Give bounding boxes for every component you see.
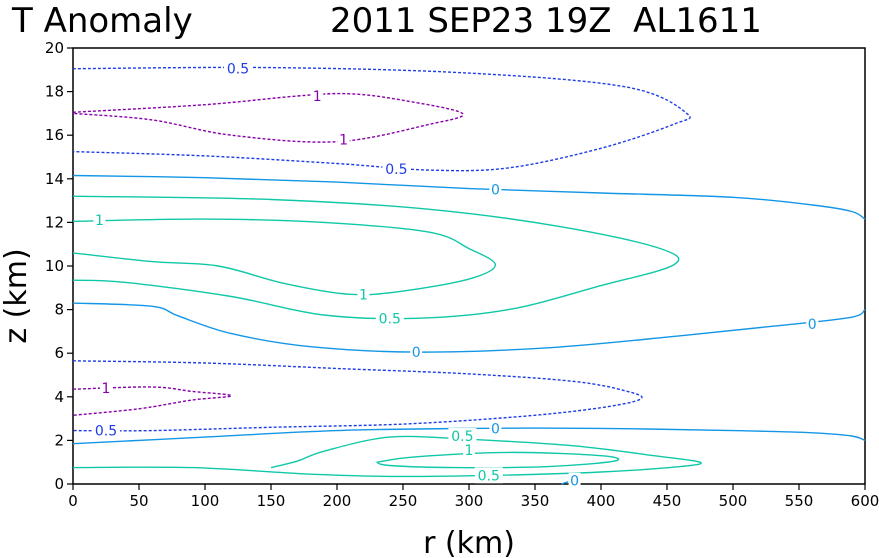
x-tick-label: 400 — [587, 492, 616, 510]
x-tick-label: 450 — [653, 492, 682, 510]
x-tick-label: 0 — [68, 492, 78, 510]
contour-label: 0.5 — [379, 311, 401, 327]
y-tick-label: 10 — [45, 257, 64, 275]
x-tick-label: 50 — [129, 492, 148, 510]
contour-label-bg — [357, 286, 370, 303]
x-tick-label: 300 — [455, 492, 484, 510]
contour-label: 0.5 — [385, 162, 407, 178]
contour-line-level-neg0p5 — [72, 66, 691, 172]
contour-lines — [72, 66, 866, 485]
contour-line-level-0p5 — [72, 195, 680, 320]
contour-label: 0.5 — [451, 429, 473, 445]
contour-label: 0 — [808, 317, 817, 333]
y-tick-label: 12 — [45, 213, 64, 231]
contour-label: 0.5 — [227, 62, 249, 78]
x-tick-label: 600 — [851, 492, 879, 510]
contour-label-bg — [224, 60, 252, 77]
contour-line-level-0p5 — [72, 435, 702, 478]
y-tick-label: 2 — [54, 431, 64, 449]
contour-label-bg — [92, 422, 120, 439]
contour-label: 0 — [491, 183, 500, 199]
contour-label-bg — [489, 420, 502, 437]
contour-line-level-0 — [72, 302, 866, 353]
y-tick-label: 6 — [54, 344, 64, 362]
y-tick-label: 18 — [45, 83, 64, 101]
plot-frame — [72, 47, 866, 485]
contour-line-level-neg1 — [72, 386, 233, 416]
y-tick-label: 4 — [54, 388, 64, 406]
contour-label: 0 — [491, 421, 500, 437]
contour-label-bg — [93, 212, 106, 229]
contour-label-bg — [568, 472, 581, 489]
contour-label: 1 — [102, 381, 111, 397]
y-tick-label: 0 — [54, 475, 64, 493]
chart-title-right: 2011 SEP23 19Z AL1611 — [330, 1, 762, 41]
x-tick-label: 200 — [323, 492, 352, 510]
x-axis-title: r (km) — [423, 526, 515, 558]
y-tick-label: 8 — [54, 301, 64, 319]
contour-label-bg — [375, 310, 404, 327]
contour-label-bg — [100, 380, 112, 397]
contour-label: 1 — [359, 287, 368, 303]
contour-label-bg — [337, 131, 350, 148]
y-tick-label: 14 — [45, 170, 64, 188]
contour-line-level-neg0p5 — [72, 360, 643, 432]
contour-line-level-0 — [72, 427, 866, 445]
contour-label-bg — [410, 344, 423, 361]
contour-label-bg — [806, 315, 819, 332]
contour-label-bg — [463, 442, 475, 459]
y-tick-label: 20 — [45, 39, 64, 57]
contour-label: 1 — [95, 213, 104, 229]
y-axis-title: z (km) — [0, 248, 34, 343]
contour-label-bg — [448, 428, 477, 445]
contour-label-bg — [489, 181, 502, 198]
contour-label: 1 — [465, 443, 474, 459]
contour-line-level-neg1 — [72, 92, 464, 143]
contour-label: 0.5 — [95, 424, 117, 440]
contour-label: 0 — [412, 345, 421, 361]
x-tick-label: 550 — [785, 492, 814, 510]
contour-label-bg — [474, 467, 503, 484]
x-tick-label: 500 — [719, 492, 748, 510]
contour-label: 0 — [570, 474, 579, 490]
x-tick-label: 100 — [191, 492, 220, 510]
chart-title-left: T Anomaly — [11, 1, 193, 41]
x-tick-label: 250 — [389, 492, 418, 510]
x-tick-label: 150 — [257, 492, 286, 510]
contour-label-bg — [311, 87, 324, 104]
contour-line-level-0 — [72, 174, 866, 220]
contour-label: 1 — [313, 89, 322, 105]
contour-label: 0.5 — [478, 468, 500, 484]
x-tick-label: 350 — [521, 492, 550, 510]
contour-label: 1 — [339, 133, 348, 149]
contour-line-level-1 — [376, 451, 620, 469]
y-tick-label: 16 — [45, 126, 64, 144]
x-axis-ticks: 0 50 100 150 200 250 300 350 400 450 500 550 600 — [68, 484, 879, 510]
contour-label-bg — [382, 160, 411, 177]
y-axis-ticks: 0 2 4 6 8 10 12 14 16 18 20 — [45, 39, 73, 493]
contour-line-level-1 — [72, 218, 497, 296]
contour-line-level-0 — [561, 481, 569, 485]
